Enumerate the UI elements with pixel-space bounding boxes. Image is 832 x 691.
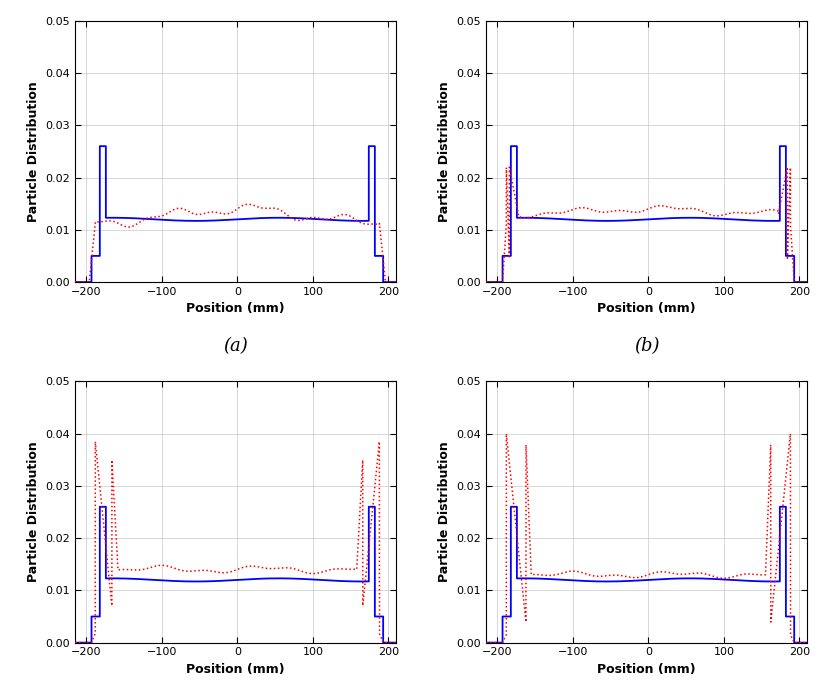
X-axis label: Position (mm): Position (mm)	[186, 663, 285, 676]
Text: (b): (b)	[634, 337, 659, 355]
Text: (a): (a)	[223, 337, 248, 355]
Y-axis label: Particle Distribution: Particle Distribution	[438, 442, 451, 583]
Y-axis label: Particle Distribution: Particle Distribution	[438, 81, 451, 222]
X-axis label: Position (mm): Position (mm)	[186, 303, 285, 316]
X-axis label: Position (mm): Position (mm)	[597, 303, 696, 316]
X-axis label: Position (mm): Position (mm)	[597, 663, 696, 676]
Y-axis label: Particle Distribution: Particle Distribution	[27, 81, 40, 222]
Y-axis label: Particle Distribution: Particle Distribution	[27, 442, 40, 583]
